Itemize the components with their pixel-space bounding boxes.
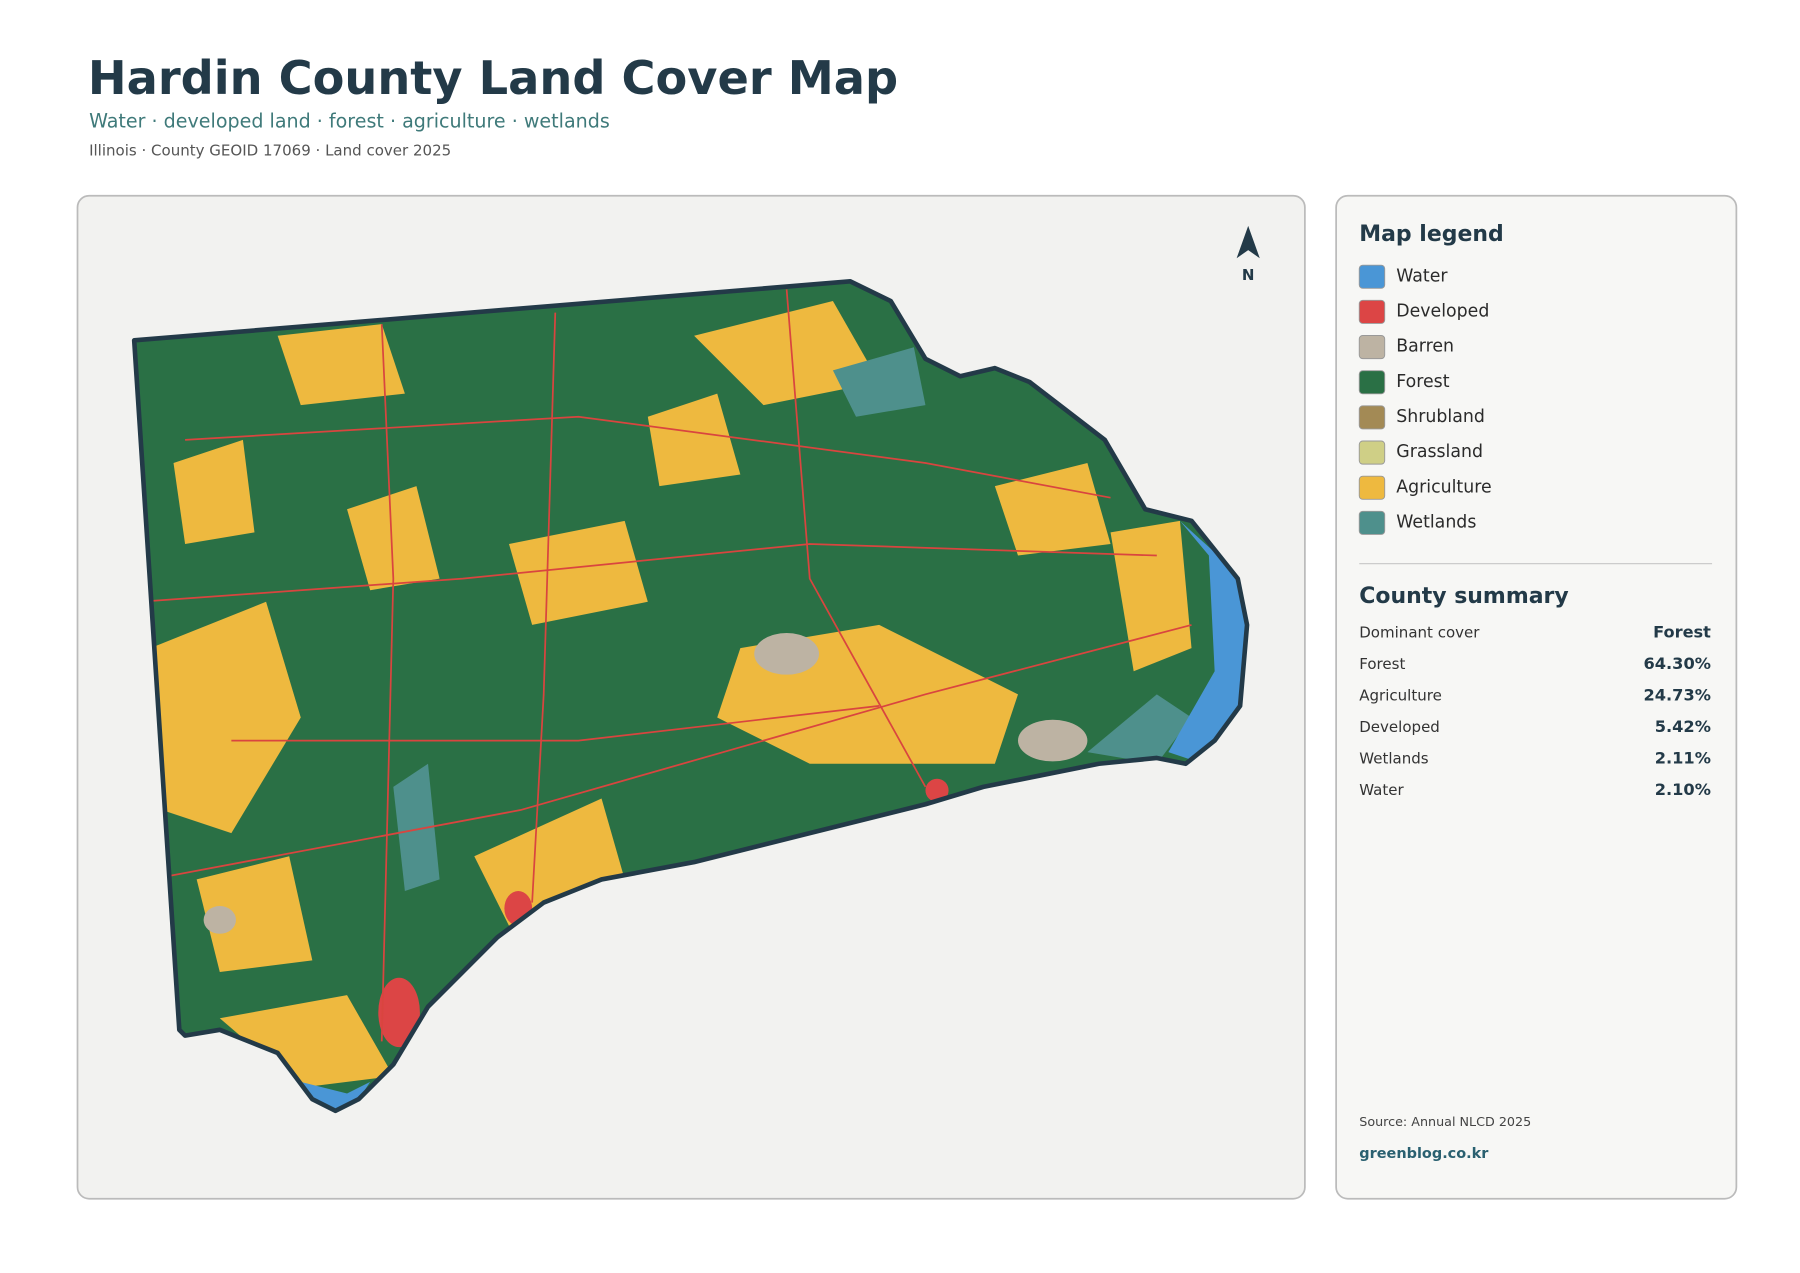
- legend-swatch: [1358, 335, 1386, 360]
- legend-label: Developed: [1396, 302, 1489, 322]
- side-panel: [1335, 194, 1738, 1200]
- summary-value: 2.11%: [1655, 749, 1711, 768]
- legend-title: Map legend: [1359, 222, 1503, 247]
- summary-label: Dominant cover: [1359, 624, 1480, 642]
- subtitle: Water · developed land · forest · agricu…: [89, 111, 610, 133]
- site: greenblog.co.kr: [1359, 1146, 1489, 1162]
- summary-label: Forest: [1359, 655, 1405, 673]
- legend-swatch: [1358, 264, 1386, 289]
- legend-swatch: [1358, 510, 1386, 535]
- legend-label: Wetlands: [1396, 513, 1476, 533]
- legend-label: Forest: [1396, 372, 1449, 392]
- legend-swatch: [1358, 405, 1386, 430]
- legend-label: Barren: [1396, 337, 1454, 357]
- summary-value: 2.10%: [1655, 780, 1711, 799]
- summary-value: 24.73%: [1644, 686, 1711, 705]
- summary-value: 5.42%: [1655, 717, 1711, 736]
- legend-label: Shrubland: [1396, 407, 1485, 427]
- summary-value: Forest: [1653, 623, 1711, 642]
- legend-swatch: [1358, 440, 1386, 465]
- title: Hardin County Land Cover Map: [88, 51, 898, 105]
- legend-swatch: [1358, 299, 1386, 324]
- legend-label: Agriculture: [1396, 477, 1491, 497]
- source: Source: Annual NLCD 2025: [1359, 1114, 1531, 1129]
- county-outline: [131, 279, 1250, 1114]
- legend: Water Developed Barren Forest Shrubland Grass…: [1358, 264, 1492, 535]
- summary-label: Water: [1359, 781, 1404, 799]
- summary-label: Agriculture: [1359, 687, 1442, 705]
- legend-label: Grassland: [1396, 442, 1483, 462]
- summary-title: County summary: [1359, 584, 1568, 609]
- summary-label: Wetlands: [1359, 750, 1429, 768]
- legend-swatch: [1358, 370, 1386, 395]
- meta: Illinois · County GEOID 17069 · Land cov…: [89, 141, 451, 159]
- legend-swatch: [1358, 475, 1386, 500]
- north-arrow: [1236, 225, 1260, 259]
- summary: Dominant cover Forest Forest 64.30% Agricult…: [1359, 623, 1711, 799]
- legend-label: Water: [1396, 266, 1448, 286]
- summary-value: 64.30%: [1644, 654, 1711, 673]
- north-label: N: [1242, 266, 1255, 284]
- summary-label: Developed: [1359, 718, 1440, 736]
